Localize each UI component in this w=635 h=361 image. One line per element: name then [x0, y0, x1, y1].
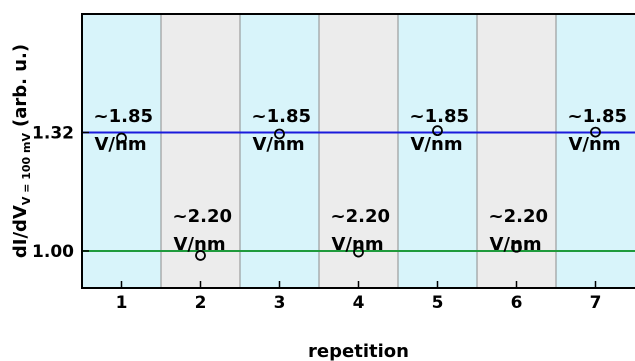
x-tick-label: 4	[353, 293, 365, 313]
data-points	[116, 125, 601, 261]
x-tick-label: 3	[274, 293, 286, 313]
data-point	[511, 241, 522, 253]
band-label-unit: V/nm	[253, 134, 305, 155]
band-label-value: ~1.85	[94, 106, 154, 127]
band-4	[319, 14, 398, 288]
data-point	[195, 250, 206, 261]
y-axis-ticks: 1.00 1.32	[32, 123, 89, 262]
band-label-unit: V/nm	[174, 234, 226, 255]
data-point	[353, 246, 364, 258]
reference-lines	[82, 131, 635, 252]
data-point	[274, 128, 285, 140]
band-label-unit: V/nm	[95, 134, 147, 155]
band-label-value: ~2.20	[489, 206, 549, 227]
y-tick-label: 1.00	[32, 242, 74, 262]
band-label-value: ~2.20	[173, 206, 233, 227]
y-axis-title-subscript: V = 100 mV	[20, 133, 33, 206]
plot-frame	[81, 13, 635, 289]
y-axis-title-main: dI/dV	[10, 205, 31, 258]
x-tick-label: 1	[116, 293, 128, 313]
band-label-value: ~1.85	[568, 106, 628, 127]
y-tick-label: 1.32	[32, 123, 74, 143]
band-label-unit: V/nm	[332, 234, 384, 255]
x-axis-ticks: 1 2 3 4 5 6 7	[116, 281, 602, 313]
band-label-value: ~1.85	[252, 106, 312, 127]
band-label-unit: V/nm	[411, 134, 463, 155]
x-tick-label: 5	[432, 293, 444, 313]
data-point	[590, 126, 601, 138]
band-5	[398, 14, 477, 288]
data-point	[116, 132, 127, 144]
y-axis-title-unit: (arb. u.)	[10, 44, 31, 127]
x-tick-label: 2	[195, 293, 207, 313]
x-axis-title: repetition	[308, 341, 409, 361]
band-7	[556, 14, 635, 288]
data-point	[432, 125, 443, 137]
x-tick-label: 7	[590, 293, 602, 313]
y-axis-title: dI/dVV = 100 mV (arb. u.)	[10, 44, 33, 258]
band-labels: ~1.85 V/nm ~2.20 V/nm ~1.85 V/nm ~2.20 V/nm ~1.8…	[94, 106, 628, 255]
band-label-unit: V/nm	[490, 234, 542, 255]
band-1	[82, 14, 161, 288]
background-bands	[82, 14, 635, 288]
band-label-value: ~1.85	[410, 106, 470, 127]
band-2	[161, 14, 240, 288]
x-tick-label: 6	[511, 293, 523, 313]
band-label-unit: V/nm	[569, 134, 621, 155]
band-3	[240, 14, 319, 288]
band-label-value: ~2.20	[331, 206, 391, 227]
